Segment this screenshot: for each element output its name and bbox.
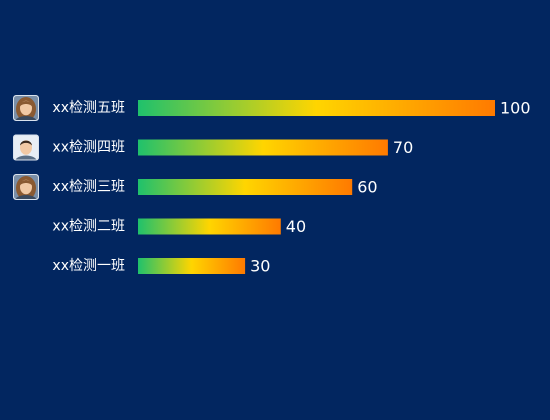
bar <box>138 100 495 116</box>
woman-avatar-icon <box>13 174 39 200</box>
bar <box>138 179 353 195</box>
value-label: 30 <box>250 257 270 276</box>
bar-row: xx检测五班 100 <box>13 95 531 121</box>
value-label: 60 <box>357 178 377 197</box>
category-label: xx检测四班 <box>52 140 125 156</box>
bar-row: xx检测四班 70 <box>13 134 413 161</box>
bar <box>138 139 388 156</box>
category-label: xx检测三班 <box>52 179 125 195</box>
bar-row: xx检测三班 60 <box>13 174 378 200</box>
bar-row: xx检测二班 40 <box>52 217 306 236</box>
category-label: xx检测二班 <box>52 219 125 235</box>
man-avatar-icon <box>13 134 39 161</box>
category-label: xx检测五班 <box>52 100 125 116</box>
category-label: xx检测一班 <box>52 258 125 274</box>
value-label: 70 <box>393 138 413 157</box>
value-label: 100 <box>500 99 531 118</box>
woman-avatar-icon <box>13 95 39 121</box>
value-label: 40 <box>286 217 306 236</box>
bar <box>138 218 281 235</box>
bar-row: xx检测一班 30 <box>52 257 270 276</box>
bar <box>138 258 246 274</box>
